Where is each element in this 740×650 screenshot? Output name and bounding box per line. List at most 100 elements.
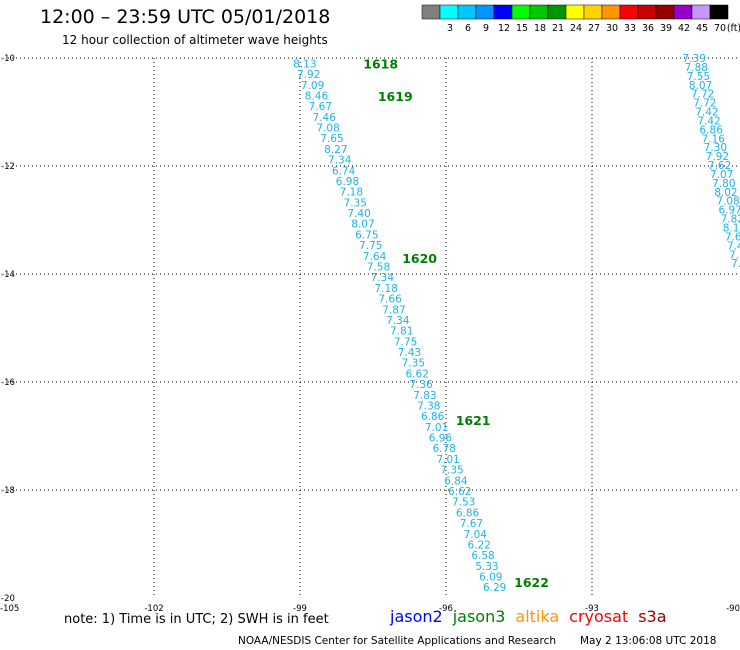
satellite-legend: jason2 jason3 altika cryosat s3a <box>390 607 677 626</box>
swh-value: 7.88 <box>685 62 708 74</box>
x-tick-label: -99 <box>293 604 307 614</box>
satellite-legend-item: s3a <box>638 607 667 626</box>
swh-value: 8.07 <box>351 219 374 231</box>
y-tick-label: -18 <box>1 486 15 496</box>
swh-value: 7.87 <box>382 304 405 316</box>
swh-value: 7.43 <box>398 347 421 359</box>
swh-value: 6.58 <box>471 550 494 562</box>
swh-value: 6.22 <box>467 539 490 551</box>
swh-value: 7.01 <box>425 422 448 434</box>
swh-value: 7.35 <box>344 197 367 209</box>
time-label: 1621 <box>456 413 491 428</box>
swh-value: 5.33 <box>475 561 498 573</box>
colorbar-label: 6 <box>465 23 471 34</box>
swh-value: 7.42 <box>697 115 720 127</box>
colorbar-label: 3 <box>447 23 453 34</box>
swh-value: 7.64 <box>363 251 387 263</box>
swh-value: 7.35 <box>440 465 463 477</box>
swh-value: 6.97 <box>718 205 740 217</box>
swh-value: 8.13 <box>293 58 316 70</box>
satellite-legend-item: cryosat <box>569 607 629 626</box>
time-label: 1618 <box>363 56 398 71</box>
swh-value: 7.16 <box>702 133 726 145</box>
x-tick-label: -96 <box>439 604 453 614</box>
colorbar-label: 33 <box>624 23 636 34</box>
time-label: 1622 <box>514 575 549 590</box>
colorbar-label: 21 <box>552 23 564 34</box>
y-tick-label: -10 <box>1 54 15 64</box>
y-tick-label: -14 <box>1 270 15 280</box>
swh-value: 7.07 <box>710 169 733 181</box>
swh-value: 7.42 <box>695 107 718 119</box>
swh-value: 6.86 <box>421 411 445 423</box>
swh-value: 6.62 <box>406 368 429 380</box>
colorbar-label: 27 <box>588 23 600 34</box>
colorbar-label: 18 <box>534 23 546 34</box>
colorbar-label: 42 <box>678 23 690 34</box>
swh-value: 6.84 <box>444 475 468 487</box>
swh-value: 7.83 <box>413 390 436 402</box>
footer-note: note: 1) Time is in UTC; 2) SWH is in fe… <box>64 612 329 627</box>
y-tick-label: -12 <box>1 162 15 172</box>
x-tick-label: -93 <box>585 604 599 614</box>
footer-timestamp: May 2 13:06:08 UTC 2018 <box>580 635 717 647</box>
swh-value: 7.92 <box>706 151 729 163</box>
swh-value: 6.86 <box>456 507 480 519</box>
time-label: 1619 <box>378 89 413 104</box>
map-title: 12:00 – 23:59 UTC 05/01/2018 <box>40 6 331 28</box>
swh-value: 7.82 <box>721 214 740 226</box>
colorbar-label: 30 <box>606 23 618 34</box>
colorbar: 3 6 9 12 15 18 21 24 27 30 33 36 39 42 45 70 (ft) <box>421 4 740 34</box>
swh-value: 7.75 <box>394 336 417 348</box>
swh-value: 7.35 <box>402 358 425 370</box>
map-canvas: -10 -12 -14 -16 -18 -20-105 -102 -99 -96 -93 -90 8.… <box>0 53 740 614</box>
swh-value: 7.18 <box>375 283 398 295</box>
swh-value: 7.63 <box>725 231 740 243</box>
colorbar-unit: (ft) <box>727 23 740 34</box>
swh-value: 7.81 <box>390 326 413 338</box>
swh-value: 6.62 <box>448 486 471 498</box>
colorbar-label: 39 <box>660 23 672 34</box>
swh-value: 7.38 <box>417 400 440 412</box>
colorbar-label: 9 <box>483 23 489 34</box>
colorbar-label: 45 <box>696 23 708 34</box>
swh-value: 6.29 <box>483 582 506 594</box>
swh-value: 6.75 <box>355 229 378 241</box>
swh-value: 7.40 <box>347 208 370 220</box>
y-tick-label: -16 <box>1 378 15 388</box>
swh-value: 7.58 <box>367 262 390 274</box>
x-tick-label: -105 <box>0 604 19 614</box>
swh-value: 7.53 <box>452 497 475 509</box>
swh-value: 7.72 <box>691 89 714 101</box>
swh-value: 8.46 <box>305 90 329 102</box>
satellite-legend-item: jason2 <box>390 607 443 626</box>
colorbar-swatch <box>709 4 729 20</box>
swh-value: 8.27 <box>324 144 347 156</box>
swh-value: 7.67 <box>309 101 332 113</box>
swh-value: 7.09 <box>301 80 324 92</box>
time-label: 1620 <box>402 251 437 266</box>
colorbar-label: 36 <box>642 23 654 34</box>
map-subtitle: 12 hour collection of altimeter wave hei… <box>62 33 328 47</box>
swh-value: 7.75 <box>359 240 382 252</box>
footer-credit: NOAA/NESDIS Center for Satellite Applica… <box>238 635 556 647</box>
swh-value: 6.78 <box>433 443 456 455</box>
swh-value: 6.09 <box>479 572 502 584</box>
swh-value: 7.34 <box>386 315 410 327</box>
swh-value: 8.14 <box>723 223 740 235</box>
swh-value: 8.02 <box>714 187 737 199</box>
colorbar-label: 12 <box>498 23 510 34</box>
swh-value: 7.01 <box>436 454 459 466</box>
swh-value: 6.96 <box>429 433 453 445</box>
swh-value: 7.66 <box>378 294 402 306</box>
swh-value: 7.46 <box>313 112 337 124</box>
swh-value: 7.62 <box>708 160 731 172</box>
swh-value: 7.18 <box>340 187 363 199</box>
swh-value: 7.80 <box>712 178 735 190</box>
x-tick-label: -90 <box>726 604 740 614</box>
swh-value: 7.22 <box>729 249 740 261</box>
swh-value: 6.74 <box>332 165 356 177</box>
x-tick-label: -102 <box>144 604 163 614</box>
swh-value: 7.55 <box>687 71 710 83</box>
swh-value: 7.30 <box>704 142 727 154</box>
